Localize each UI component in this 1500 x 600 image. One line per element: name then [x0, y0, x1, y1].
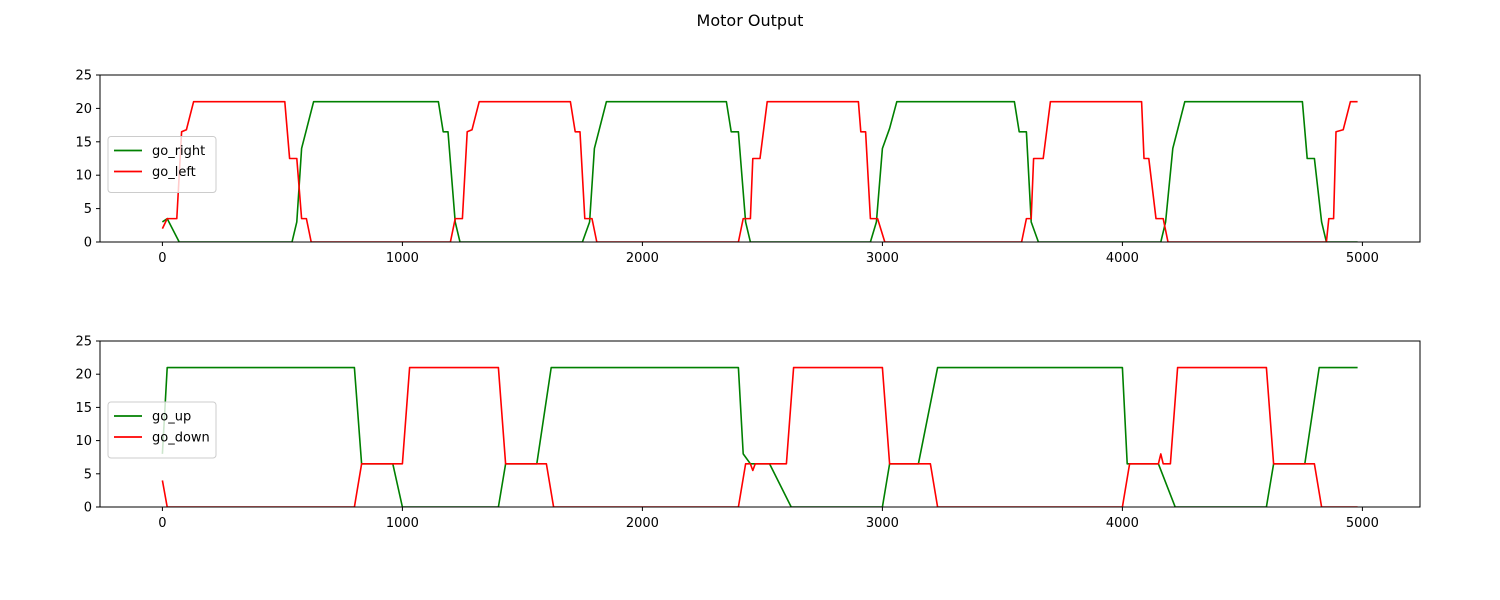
- y-tick-label: 5: [84, 467, 92, 482]
- y-tick-label: 10: [75, 169, 92, 184]
- y-tick-label: 5: [84, 202, 92, 217]
- x-tick-label: 1000: [386, 516, 419, 531]
- series-line-go_up: [161, 366, 1358, 507]
- legend-label: go_right: [152, 144, 205, 159]
- x-tick-label: 5000: [1346, 516, 1379, 531]
- y-tick-label: 0: [84, 501, 92, 516]
- y-tick-label: 20: [75, 102, 92, 117]
- axes-frame: [99, 340, 1421, 508]
- legend-label: go_up: [152, 410, 191, 425]
- y-tick-label: 15: [75, 135, 92, 150]
- x-tick-label: 2000: [626, 516, 659, 531]
- legend-label: go_down: [152, 431, 210, 446]
- subplot-1: 0 1000 2000 3000 4000 50000510152025go_rightg…: [75, 69, 1421, 266]
- subplot-2: 0 1000 2000 3000 4000 5000 0 5 10 15 20 25 go_up go_d…: [75, 335, 1421, 531]
- x-tick-label: 5000: [1346, 251, 1379, 266]
- y-tick-label: 20: [75, 368, 92, 383]
- series-line-go_down: [161, 366, 1358, 507]
- series-line-go_left: [161, 100, 1358, 242]
- legend: go_up go_down: [107, 401, 217, 459]
- y-tick-label: 0: [84, 236, 92, 251]
- x-tick-label: 0: [158, 251, 166, 266]
- x-tick-label: 4000: [1106, 516, 1139, 531]
- axes-frame: [99, 74, 1421, 243]
- x-tick-label: 2000: [626, 251, 659, 266]
- y-tick-label: 10: [75, 434, 92, 449]
- figure-title: Motor Output: [697, 11, 804, 30]
- x-tick-label: 3000: [866, 516, 899, 531]
- legend-label: go_left: [152, 165, 196, 180]
- x-tick-label: 0: [158, 516, 166, 531]
- legend: go_right go_left: [107, 136, 217, 193]
- x-tick-label: 4000: [1106, 251, 1139, 266]
- x-tick-label: 3000: [866, 251, 899, 266]
- y-tick-label: 15: [75, 401, 92, 416]
- x-tick-label: 1000: [386, 251, 419, 266]
- y-tick-label: 25: [75, 69, 92, 84]
- y-tick-label: 25: [75, 335, 92, 350]
- series-line-go_right: [161, 100, 1358, 242]
